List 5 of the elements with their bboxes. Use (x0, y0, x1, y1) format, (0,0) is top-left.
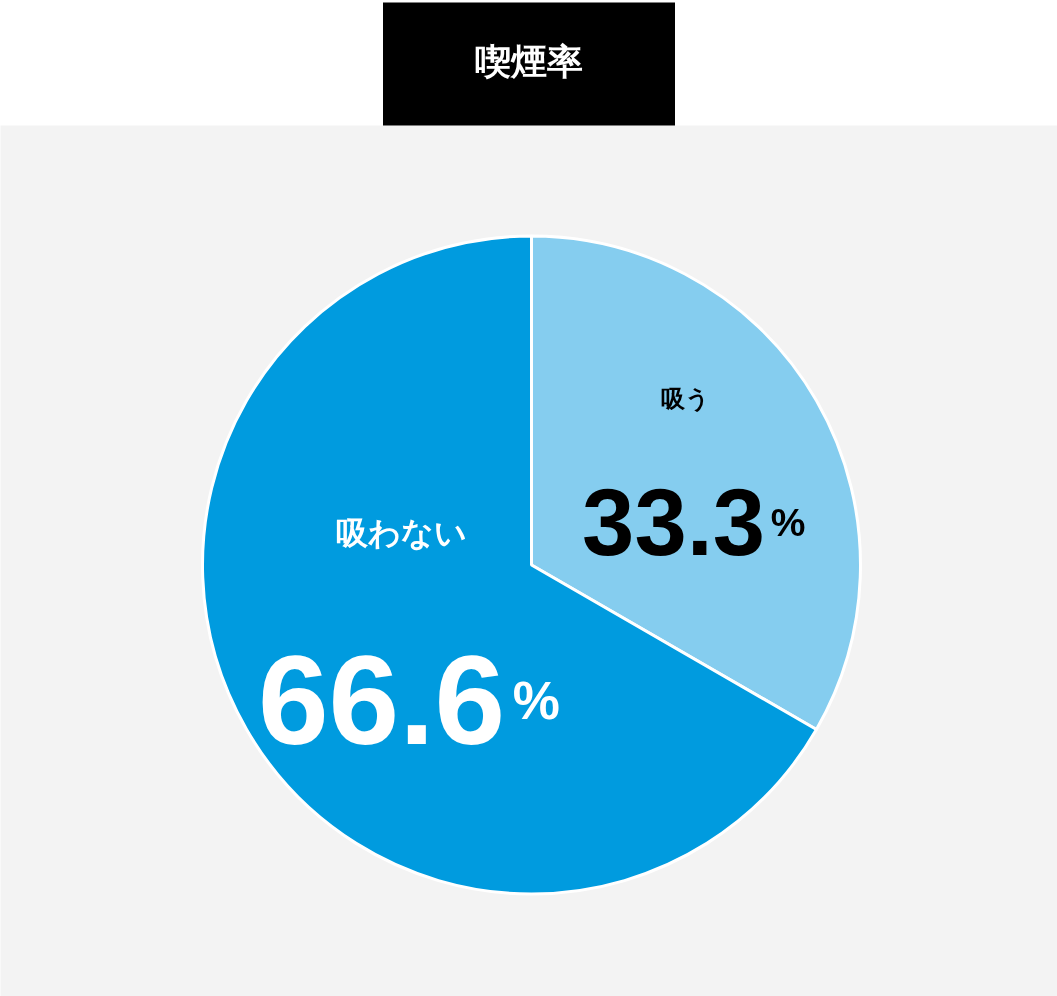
data-label: 33.3% (582, 470, 806, 576)
chart-title: 喫煙率 (475, 40, 583, 82)
data-label: 66.6% (257, 628, 560, 771)
slice-label: 吸わない (335, 514, 467, 551)
slice-label: 吸う (661, 384, 711, 413)
